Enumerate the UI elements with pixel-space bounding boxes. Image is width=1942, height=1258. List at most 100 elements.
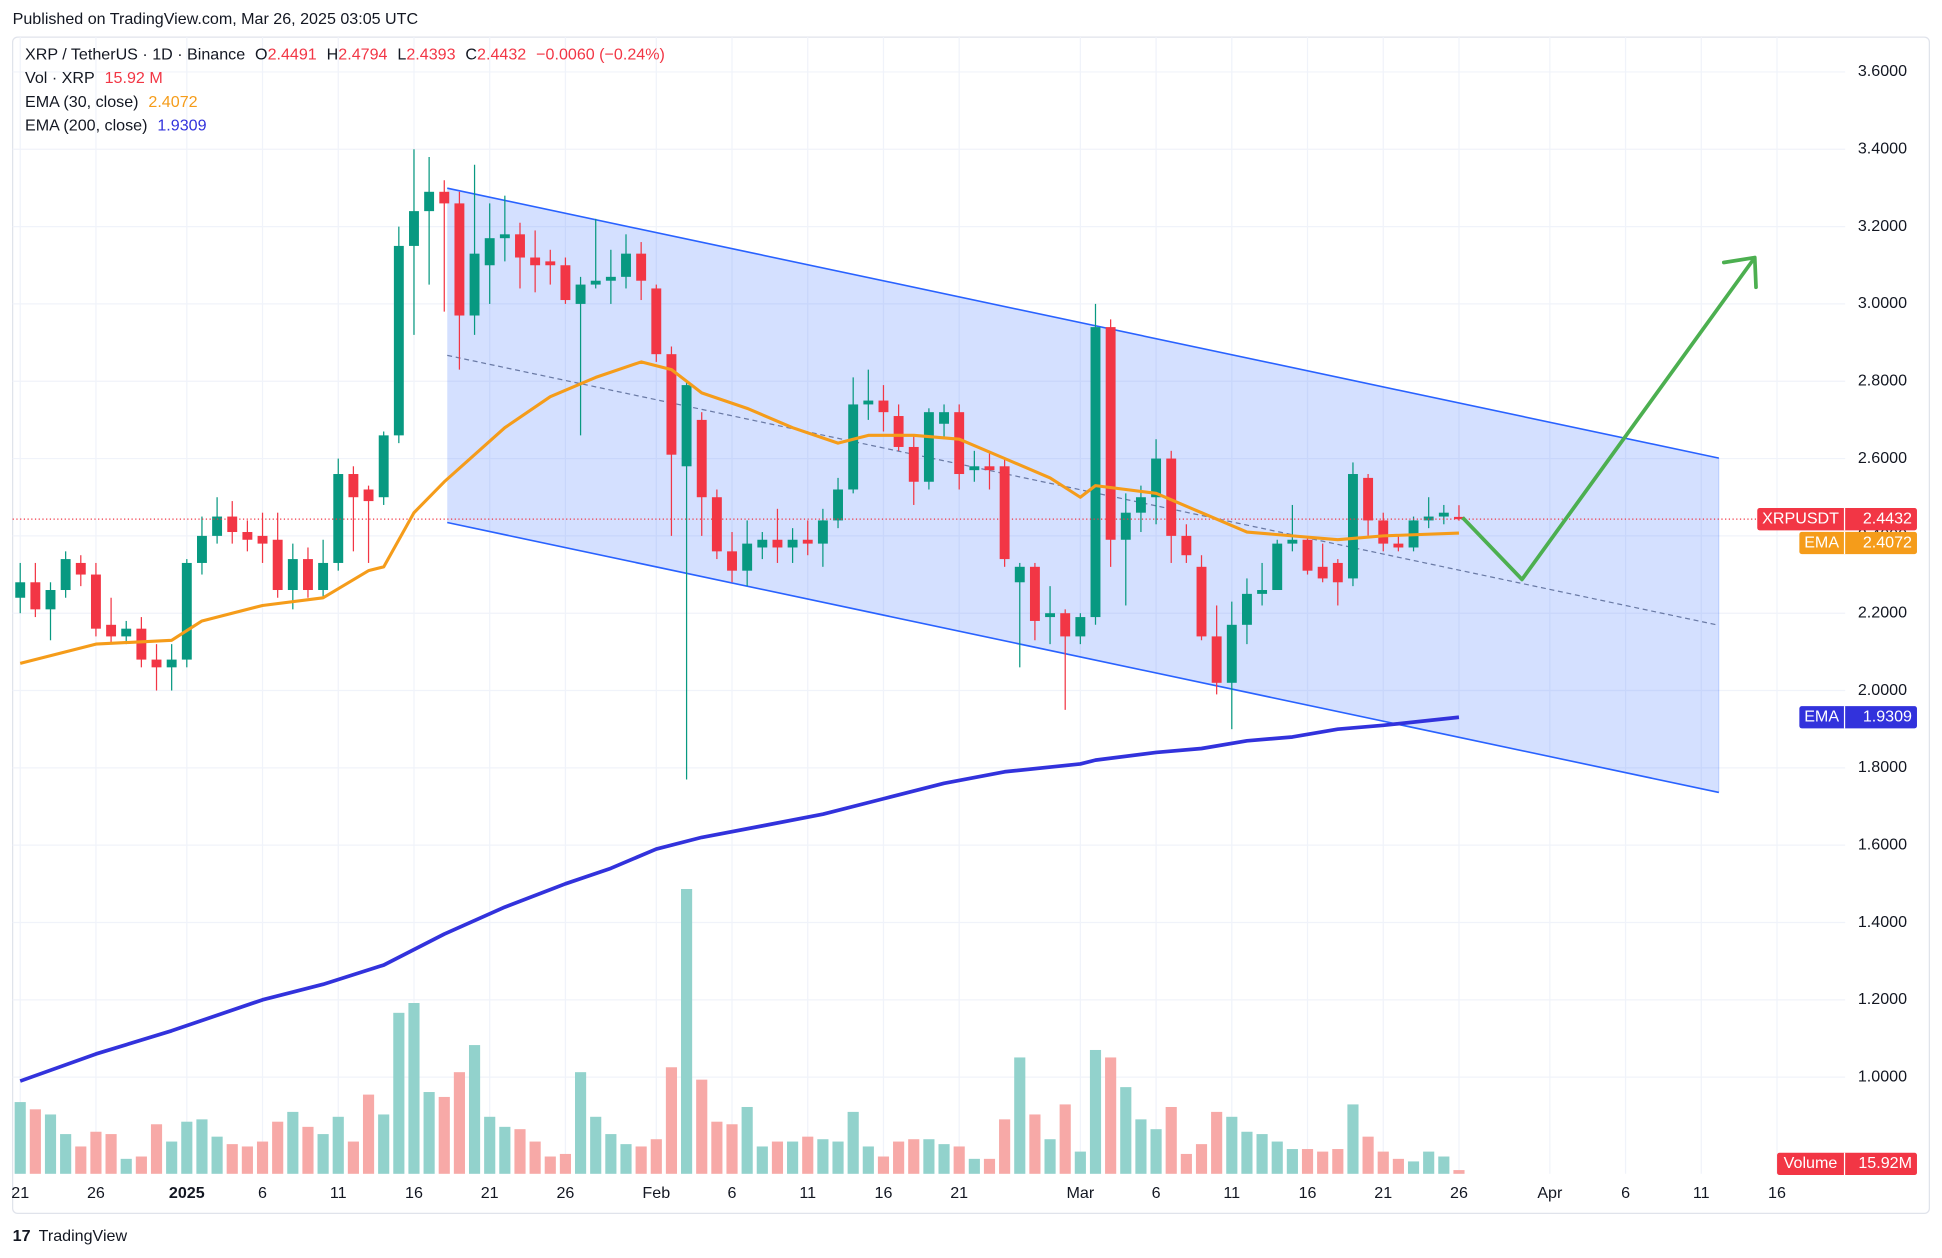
legend-change: −0.0060 (−0.24%) [536,46,665,64]
x-tick-label: 21 [1374,1184,1392,1202]
x-tick-label: 11 [799,1184,816,1202]
legend-value: 1.9309 [157,117,206,135]
x-tick-label: 21 [481,1184,499,1202]
volume-tag-sep [1843,1152,1846,1176]
legend-low: 2.4393 [406,46,455,64]
candle-body [908,446,919,482]
volume-bar [438,1096,450,1174]
chart-frame [12,36,1930,1215]
volume-bar [1332,1149,1344,1174]
volume-bar [1407,1161,1420,1174]
x-tick-label: 11 [1223,1184,1240,1202]
volume-bar [256,1141,269,1174]
volume-bar [1165,1106,1177,1174]
volume-bar [620,1144,632,1174]
y-tick-label: 2.6000 [1858,449,1907,467]
volume-bar [378,1114,390,1174]
volume-bar [1423,1151,1435,1174]
volume-bar [983,1158,996,1174]
candle-body [90,574,101,629]
volume-bar [696,1079,708,1174]
ema-tag-bg [1799,531,1917,555]
volume-bar [1438,1156,1450,1174]
grid [12,37,1846,1174]
volume-bar [968,1158,980,1174]
price-tags: 1.0000 1.2000 1.4000 1.6000 1.8000 2.0000 2.20… [11,62,1917,1202]
volume-bar [771,1141,784,1174]
candle-body [454,203,465,316]
volume-bar [514,1129,526,1174]
volume-bar [802,1136,814,1174]
ema-line [19,360,1460,665]
candle-body [605,276,616,281]
candle-body [848,404,859,490]
volume-bar [1362,1136,1374,1174]
candle-body [15,582,26,598]
published-note: Published on TradingView.com, Mar 26, 20… [13,10,418,28]
legend-key: O [255,46,268,64]
candle-body [1241,593,1252,625]
candle-body [242,532,253,540]
candle-body [878,400,889,413]
candle-body [1045,613,1056,618]
candle-body [151,659,162,668]
volume-bar [847,1111,859,1174]
volume-bar [60,1134,72,1174]
candle-body [1060,613,1071,637]
candle-body [1332,562,1343,583]
candle-body [227,516,238,533]
volume-bar [29,1109,41,1174]
candle-body [636,253,647,281]
volume-bar [908,1139,920,1174]
candle-body [1014,566,1025,583]
projection [1461,255,1758,582]
volume-bar [211,1136,223,1174]
volume-bar [135,1156,147,1174]
volume-bar [726,1124,738,1174]
candle-body [817,520,828,544]
title: XRP / TetherUS · 1D · Binance [25,46,245,64]
brand-logo: 17 [13,1227,31,1245]
candle-body [45,590,56,610]
x-tick-label: 16 [1768,1184,1786,1202]
candle-body [575,284,586,304]
ema-tag-name: EMA [1804,533,1839,551]
volume-bar [756,1146,768,1174]
candle-body [1378,520,1389,544]
volume-bar [1105,1057,1117,1174]
legend-symbol: XRP / TetherUS · 1D · Binance O2.4491 H2.4… [25,46,665,64]
candle-body [1272,543,1283,591]
volume-bar [1044,1139,1056,1174]
candle-body [893,416,904,447]
volume-bar [120,1158,132,1174]
x-tick-label: 6 [1152,1184,1161,1202]
volume-bar [1014,1057,1026,1174]
y-tick-label: 2.0000 [1858,681,1907,699]
y-tick-label: 1.0000 [1858,1067,1907,1085]
projection-arrowhead [1721,255,1758,290]
volume-layer [14,888,1465,1174]
candle-body [984,466,995,471]
candle-body [1120,512,1131,540]
volume-bar [711,1121,723,1174]
x-tick-label: 26 [87,1184,105,1202]
candle-body [1454,516,1464,520]
volume-bar [574,1072,587,1174]
volume-bar [1089,1049,1102,1174]
volume-bar [181,1121,193,1174]
x-tick-label: 16 [405,1184,423,1202]
volume-bar [1392,1158,1404,1174]
x-tick-label: 6 [258,1184,267,1202]
volume-bar [1135,1119,1147,1174]
candle-body [772,539,783,548]
volume-bar [484,1116,496,1174]
ema-tag-bg [1799,706,1917,729]
volume-bar [1241,1131,1253,1174]
candle-body [378,435,389,498]
volume-tag-name: Volume [1784,1154,1838,1172]
volume-bar [1059,1104,1071,1174]
volume-bar [317,1134,329,1174]
candle-body [742,543,753,571]
volume-bar [302,1126,314,1174]
ema-tag-sep [1843,706,1846,729]
